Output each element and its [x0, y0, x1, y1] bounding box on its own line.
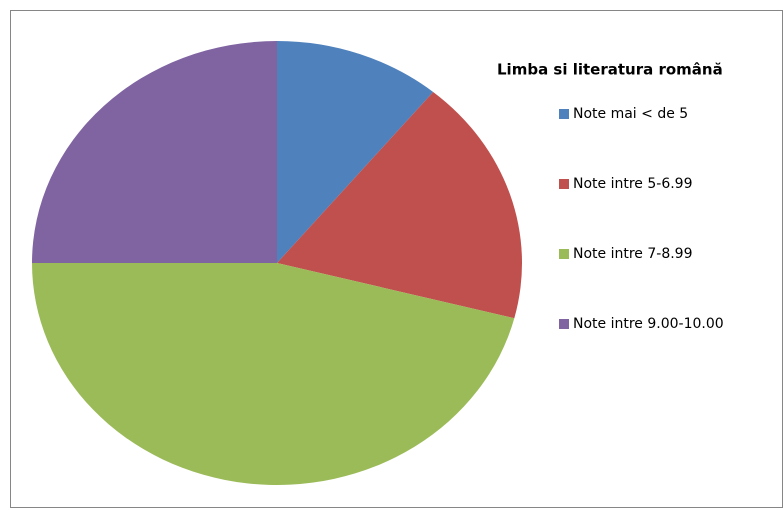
- legend-swatch: [559, 109, 569, 119]
- pie-slice: [32, 263, 515, 485]
- legend-label: Note intre 7-8.99: [573, 246, 693, 262]
- pie-slice: [277, 91, 522, 319]
- legend-label: Note intre 5-6.99: [573, 176, 693, 192]
- legend-swatch: [559, 249, 569, 259]
- pie-slice: [277, 41, 434, 263]
- legend-swatch: [559, 179, 569, 189]
- pie-slice: [32, 41, 277, 263]
- chart-title: Limba si literatura română: [497, 61, 723, 79]
- legend-swatch: [559, 319, 569, 329]
- legend-label: Note intre 9.00-10.00: [573, 316, 724, 332]
- legend-label: Note mai < de 5: [573, 106, 688, 122]
